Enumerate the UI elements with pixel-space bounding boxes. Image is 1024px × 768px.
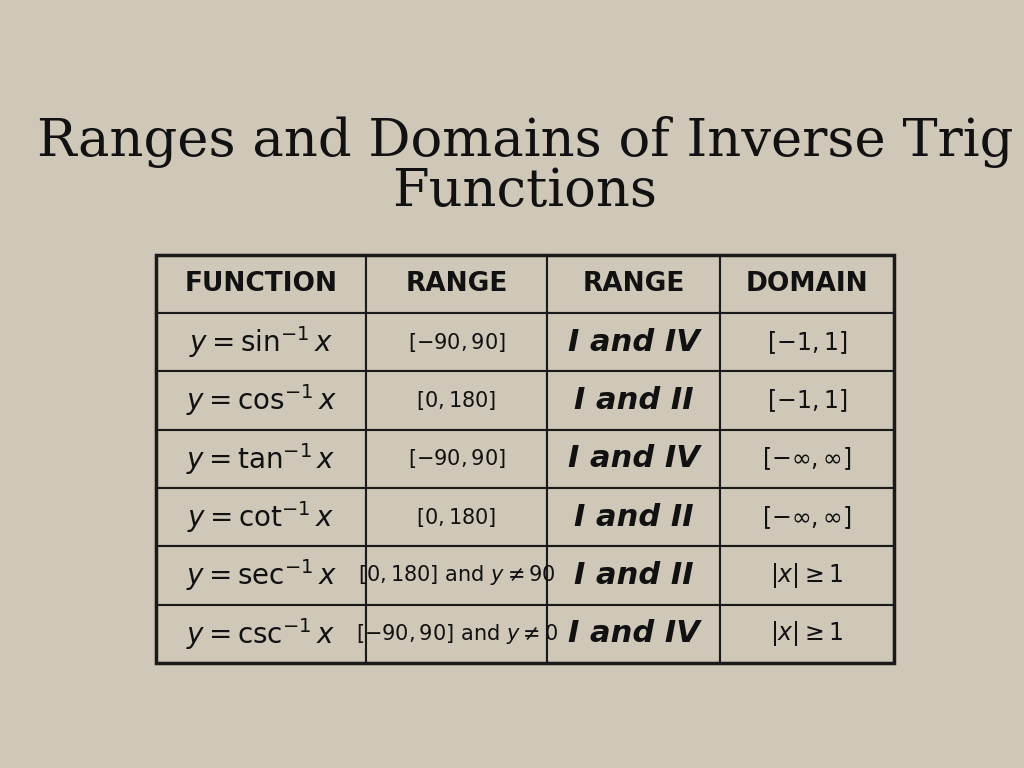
Text: RANGE: RANGE — [406, 271, 508, 297]
Text: $|x| \geq 1$: $|x| \geq 1$ — [770, 619, 844, 648]
Bar — [720, 313, 894, 372]
Bar — [156, 372, 367, 429]
Bar — [547, 604, 720, 663]
Bar — [720, 604, 894, 663]
Bar — [547, 488, 720, 546]
Bar — [156, 429, 367, 488]
Bar — [547, 546, 720, 604]
Text: $[-90,90]$: $[-90,90]$ — [408, 447, 506, 470]
Text: $[-\infty,\infty]$: $[-\infty,\infty]$ — [762, 445, 852, 472]
Bar — [720, 488, 894, 546]
Text: $y = \cot^{-1} x$: $y = \cot^{-1} x$ — [187, 499, 335, 535]
Text: $[-\infty,\infty]$: $[-\infty,\infty]$ — [762, 504, 852, 531]
Text: $[0,180]$: $[0,180]$ — [417, 505, 497, 528]
Text: DOMAIN: DOMAIN — [745, 271, 868, 297]
Text: $y = \cos^{-1} x$: $y = \cos^{-1} x$ — [185, 382, 336, 419]
Bar — [156, 546, 367, 604]
Bar — [367, 488, 547, 546]
Bar — [367, 255, 547, 313]
Text: I and II: I and II — [573, 502, 693, 531]
Text: I and IV: I and IV — [567, 619, 699, 648]
Text: I and IV: I and IV — [567, 445, 699, 473]
Bar — [547, 372, 720, 429]
Bar — [156, 255, 894, 663]
Text: I and II: I and II — [573, 386, 693, 415]
Bar — [720, 429, 894, 488]
Bar — [367, 546, 547, 604]
Text: $[0,180]$ and $y \neq 90$: $[0,180]$ and $y \neq 90$ — [357, 564, 555, 588]
Text: $|x| \geq 1$: $|x| \geq 1$ — [770, 561, 844, 590]
Text: FUNCTION: FUNCTION — [184, 271, 338, 297]
Bar — [367, 604, 547, 663]
Bar — [547, 313, 720, 372]
Text: $[-1,1]$: $[-1,1]$ — [767, 329, 847, 356]
Bar — [156, 488, 367, 546]
Bar — [547, 429, 720, 488]
Text: Functions: Functions — [392, 166, 657, 217]
Bar — [156, 255, 367, 313]
Text: $[-90,90]$: $[-90,90]$ — [408, 331, 506, 354]
Text: RANGE: RANGE — [583, 271, 685, 297]
Text: $[0,180]$: $[0,180]$ — [417, 389, 497, 412]
Bar — [156, 313, 367, 372]
Bar — [720, 255, 894, 313]
Text: $y = \sin^{-1} x$: $y = \sin^{-1} x$ — [189, 324, 333, 360]
Bar — [367, 429, 547, 488]
Bar — [367, 372, 547, 429]
Text: I and IV: I and IV — [567, 328, 699, 356]
Bar — [156, 604, 367, 663]
Text: Ranges and Domains of Inverse Trig: Ranges and Domains of Inverse Trig — [37, 116, 1013, 168]
Text: $[-1,1]$: $[-1,1]$ — [767, 387, 847, 414]
Text: I and II: I and II — [573, 561, 693, 590]
Bar — [547, 255, 720, 313]
Bar — [720, 546, 894, 604]
Text: $y = \csc^{-1} x$: $y = \csc^{-1} x$ — [186, 616, 336, 651]
Bar — [367, 313, 547, 372]
Bar — [720, 372, 894, 429]
Text: $y = \tan^{-1} x$: $y = \tan^{-1} x$ — [186, 441, 336, 477]
Text: $[-90,90]$ and $y \neq 0$: $[-90,90]$ and $y \neq 0$ — [355, 621, 557, 646]
Text: $y = \sec^{-1} x$: $y = \sec^{-1} x$ — [185, 558, 336, 594]
